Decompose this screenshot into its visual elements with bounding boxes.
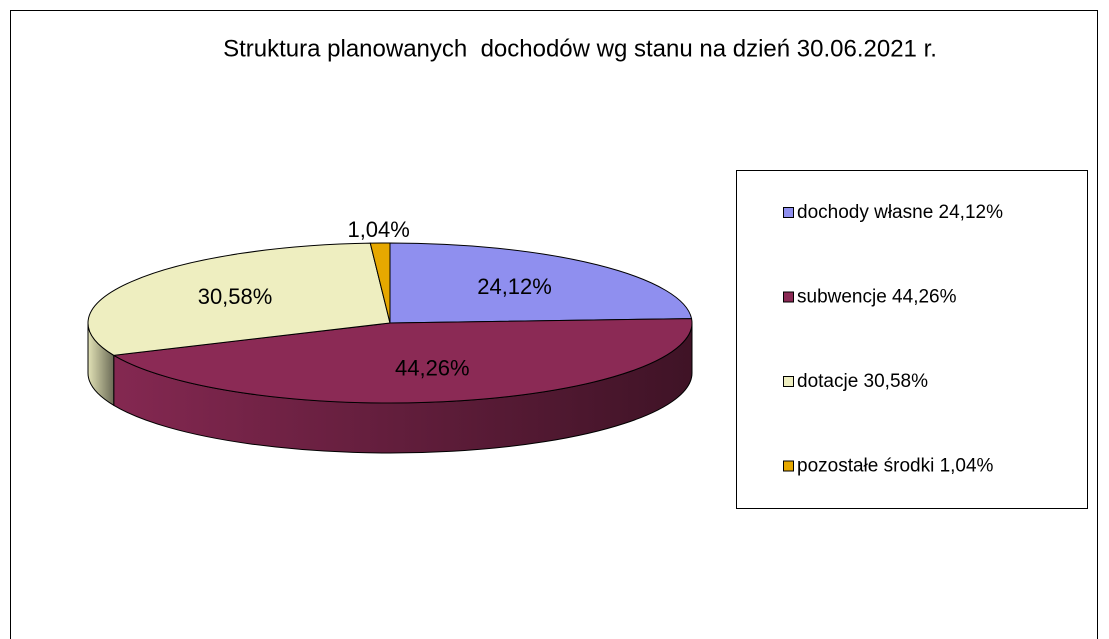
data-label: 44,26% — [395, 355, 470, 380]
legend-label: dotacje 30,58% — [797, 371, 928, 392]
chart-border — [10, 10, 1098, 639]
pie-slice — [112, 318, 693, 404]
data-label: 1,04% — [347, 217, 409, 242]
chart-title: Struktura planowanych dochodów wg stanu … — [223, 35, 937, 62]
legend-swatch — [783, 376, 794, 387]
legend-swatch — [783, 460, 794, 472]
pie — [87, 242, 693, 454]
legend-label: pozostałe środki 1,04% — [797, 456, 994, 477]
data-label: 24,12% — [477, 274, 552, 299]
legend-label: dochody własne 24,12% — [797, 202, 1003, 223]
legend-box — [736, 170, 1088, 509]
pie-slice — [87, 242, 391, 356]
pie-tops — [87, 242, 693, 404]
pie-slice — [369, 242, 391, 324]
legend-label: subwencje 44,26% — [797, 287, 957, 308]
pie-slice — [389, 242, 693, 324]
legend-swatch — [783, 291, 794, 303]
legend-swatch — [783, 207, 794, 218]
data-label: 30,58% — [198, 284, 273, 309]
